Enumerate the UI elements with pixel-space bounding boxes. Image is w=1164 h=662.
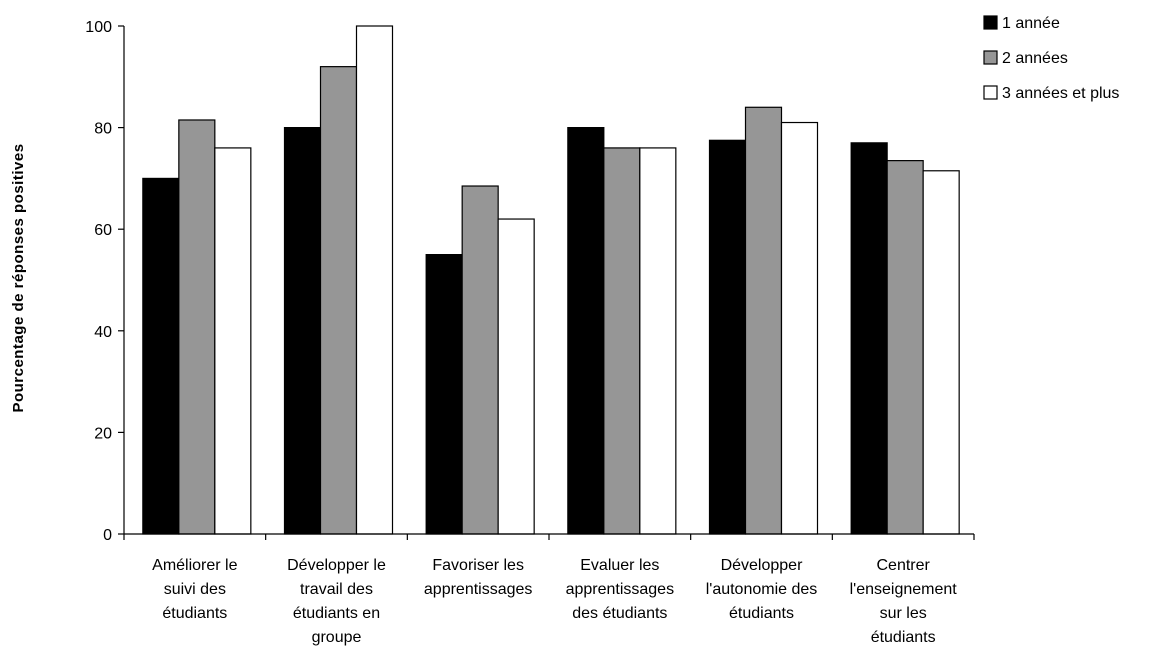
bar-series1-cat2 [283, 126, 322, 535]
bar-series1-cat3 [425, 254, 463, 535]
y-tick-label: 40 [94, 324, 112, 341]
bar-series1-cat6 [850, 142, 888, 535]
y-tick-label: 100 [85, 19, 112, 36]
bar-series2-cat2 [319, 66, 358, 535]
x-category-label: Favoriser les apprentissages [424, 557, 533, 598]
x-category-label: Développer l'autonomie des étudiants [706, 557, 818, 622]
legend: 1 année 2 années 3 années et plus [983, 15, 1119, 102]
y-tick-label: 80 [94, 121, 112, 138]
bars-layer [142, 25, 960, 535]
x-labels-layer: Améliorer le suivi des étudiants Développer… [152, 557, 957, 646]
x-category-label: Evaluer les apprentissages des étudiants [566, 557, 675, 622]
axes-layer [123, 26, 975, 540]
bar-series3-cat5 [780, 121, 819, 535]
bar-series3-cat6 [922, 170, 960, 535]
bar-series2-cat3 [461, 185, 499, 535]
y-axis-title-group: Pourcentage de réponses positives [10, 143, 27, 412]
x-category-label: Développer le travail des étudiants en grou… [287, 557, 386, 646]
legend-label: 1 année [1002, 15, 1060, 32]
bar-series2-cat5 [744, 106, 783, 535]
bar-series1-cat5 [708, 139, 747, 535]
legend-swatch [983, 85, 998, 100]
bar-series2-cat4 [603, 147, 641, 535]
x-category-label: Améliorer le suivi des étudiants [152, 557, 237, 622]
legend-swatch [983, 15, 998, 30]
y-axis-title: Pourcentage de réponses positives [10, 143, 27, 412]
bar-series2-cat6 [886, 160, 924, 535]
bar-series3-cat4 [639, 147, 677, 535]
y-ticks-layer: 0 20 40 60 80 100 [85, 19, 124, 544]
y-tick-label: 20 [94, 425, 112, 442]
bar-series2-cat1 [178, 119, 216, 535]
legend-label: 2 années [1002, 50, 1068, 67]
legend-label: 3 années et plus [1002, 85, 1119, 102]
bar-series3-cat2 [355, 25, 394, 535]
bar-series3-cat1 [214, 147, 252, 535]
y-tick-label: 60 [94, 222, 112, 239]
bar-series1-cat4 [567, 126, 605, 535]
x-category-label: Centrer l'enseignement sur les étudiants [850, 557, 958, 646]
bar-series1-cat1 [142, 177, 180, 535]
legend-swatch [983, 50, 998, 65]
bar-series3-cat3 [497, 218, 535, 535]
y-tick-label: 0 [103, 527, 112, 544]
